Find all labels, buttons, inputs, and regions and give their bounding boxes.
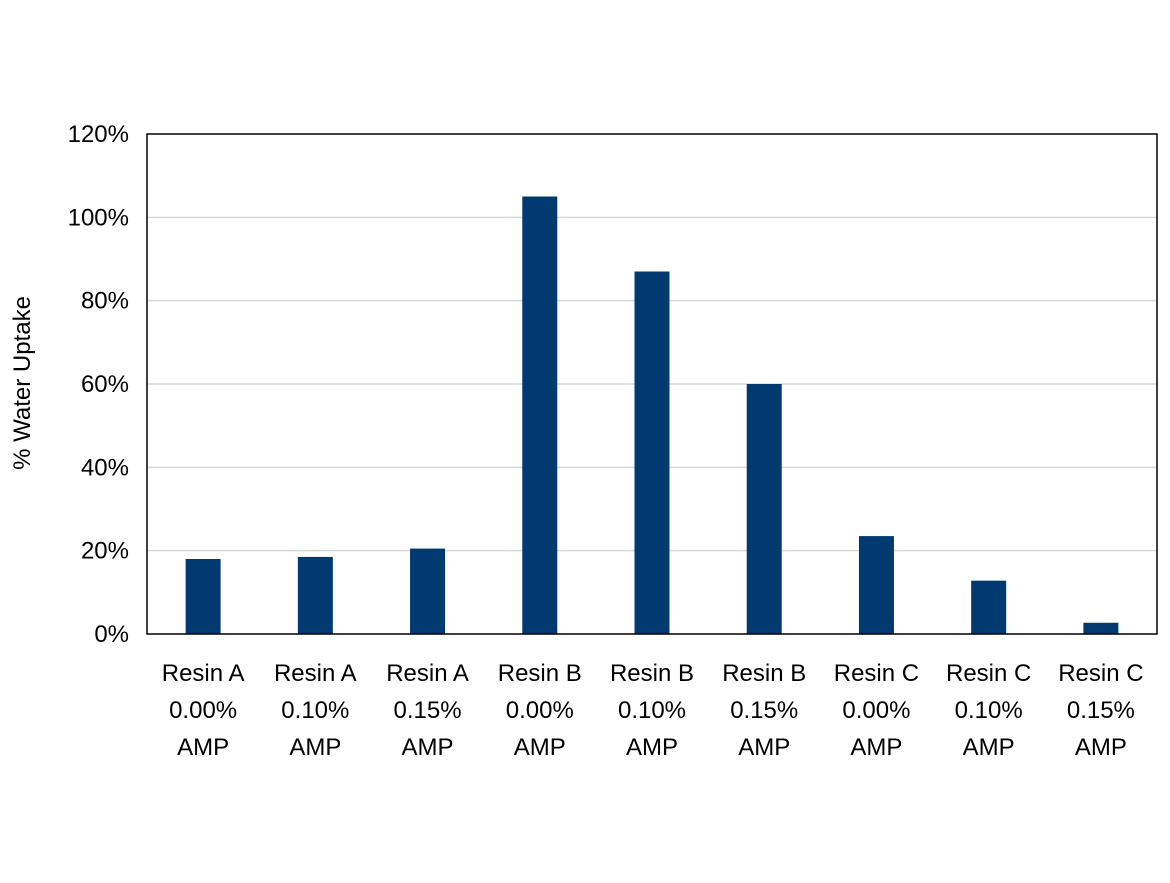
x-category-label-line: Resin C: [1058, 660, 1143, 687]
x-category-label-line: AMP: [177, 734, 229, 761]
bar: [185, 559, 221, 634]
x-category-label-line: Resin C: [946, 660, 1031, 687]
x-category-label-line: 0.00%: [506, 697, 574, 724]
y-tick-label: 120%: [68, 121, 129, 148]
bar: [1083, 622, 1119, 634]
x-category-label-line: Resin C: [834, 660, 919, 687]
x-category-label-line: AMP: [289, 734, 341, 761]
x-category-label: Resin B 0.00% AMP: [498, 660, 582, 761]
x-category-labels: Resin A 0.00% AMP Resin A 0.10% AMP Resin A 0.1…: [162, 660, 1144, 761]
x-category-label: Resin C 0.00% AMP: [834, 660, 919, 761]
axes: [146, 133, 1158, 635]
y-tick-label: 60%: [81, 371, 129, 398]
bar: [634, 271, 670, 634]
x-category-label: Resin B 0.15% AMP: [722, 660, 806, 761]
bar: [746, 384, 782, 634]
x-category-label-line: Resin A: [274, 660, 357, 687]
y-tick-label: 80%: [81, 288, 129, 315]
x-category-label-line: AMP: [963, 734, 1015, 761]
bars: [185, 196, 1119, 634]
x-category-label-line: AMP: [626, 734, 678, 761]
x-category-label-line: 0.15%: [1067, 697, 1135, 724]
x-category-label-line: AMP: [1075, 734, 1127, 761]
x-category-label: Resin A 0.15% AMP: [386, 660, 469, 761]
bar: [522, 196, 558, 634]
x-category-label-line: 0.00%: [169, 697, 237, 724]
bar: [971, 580, 1007, 634]
y-tick-label: 20%: [81, 538, 129, 565]
x-category-label-line: 0.00%: [842, 697, 910, 724]
x-category-label-line: Resin B: [610, 660, 694, 687]
bar: [297, 556, 333, 634]
y-tick-label: 40%: [81, 454, 129, 481]
x-category-label-line: Resin A: [162, 660, 245, 687]
plot-frame: [146, 133, 1158, 635]
x-category-label-line: AMP: [850, 734, 902, 761]
x-category-label-line: AMP: [738, 734, 790, 761]
bar: [410, 548, 446, 634]
x-category-label-line: 0.15%: [730, 697, 798, 724]
x-category-label: Resin B 0.10% AMP: [610, 660, 694, 761]
x-category-label-line: AMP: [514, 734, 566, 761]
y-tick-labels: 0% 20% 40% 60% 80% 100% 120%: [68, 121, 129, 648]
x-category-label: Resin C 0.10% AMP: [946, 660, 1031, 761]
x-category-label: Resin A 0.00% AMP: [162, 660, 245, 761]
x-category-label: Resin C 0.15% AMP: [1058, 660, 1143, 761]
x-category-label-line: 0.10%: [281, 697, 349, 724]
x-category-label-line: Resin A: [386, 660, 469, 687]
x-category-label-line: Resin B: [498, 660, 582, 687]
x-category-label-line: AMP: [402, 734, 454, 761]
x-category-label-line: Resin B: [722, 660, 806, 687]
x-category-label-line: 0.10%: [955, 697, 1023, 724]
x-category-label-line: 0.15%: [394, 697, 462, 724]
x-category-label-line: 0.10%: [618, 697, 686, 724]
y-tick-label: 100%: [68, 204, 129, 231]
x-category-label: Resin A 0.10% AMP: [274, 660, 357, 761]
y-tick-label: 0%: [94, 621, 129, 648]
bar: [858, 536, 894, 634]
y-axis-title: % Water Uptake: [9, 296, 36, 470]
